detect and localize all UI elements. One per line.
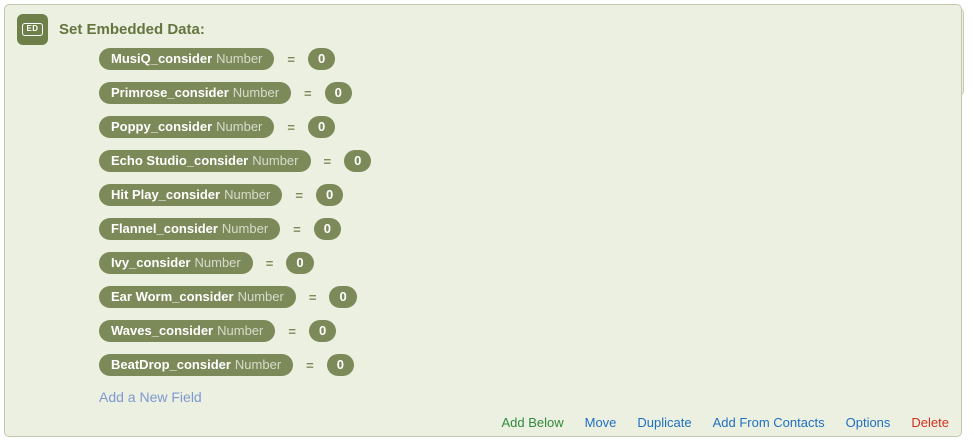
field-name-pill[interactable]: Flannel_consider Number <box>99 218 281 240</box>
embedded-data-field-row: Primrose_consider Number = 0 <box>99 82 352 104</box>
embedded-data-field-row: Ear Worm_consider Number = 0 <box>99 286 357 308</box>
field-value-pill[interactable]: 0 <box>344 150 372 172</box>
embedded-data-field-row: Hit Play_consider Number = 0 <box>99 184 344 206</box>
equals-sign: = <box>288 323 296 339</box>
field-value-pill[interactable]: 0 <box>286 252 314 274</box>
field-name: BeatDrop_consider <box>111 357 231 372</box>
field-value-pill[interactable]: 0 <box>315 184 344 206</box>
flow-element-actions: Add Below Move Duplicate Add From Contac… <box>501 415 949 430</box>
field-type: Number <box>237 289 284 304</box>
delete-link[interactable]: Delete <box>911 415 949 430</box>
field-type: Number <box>234 357 282 372</box>
field-name-pill[interactable]: Waves_consider Number <box>99 320 276 342</box>
field-value-pill[interactable]: 0 <box>329 286 357 308</box>
embedded-data-field-row: Echo Studio_consider Number = 0 <box>99 150 372 172</box>
panel-header: ED Set Embedded Data: <box>5 5 961 45</box>
field-value-pill[interactable]: 0 <box>324 82 352 104</box>
survey-flow-element: ED Set Embedded Data: MusiQ_consider Numb… <box>4 4 970 440</box>
field-type: Number <box>216 51 263 66</box>
equals-sign: = <box>308 289 317 305</box>
field-type: Number <box>216 119 263 134</box>
equals-sign: = <box>265 255 274 271</box>
equals-sign: = <box>295 187 303 203</box>
add-below-link[interactable]: Add Below <box>501 415 564 430</box>
field-name: Primrose_consider <box>111 85 229 100</box>
field-value-pill[interactable]: 0 <box>308 320 337 342</box>
equals-sign: = <box>287 119 295 135</box>
add-new-field-link[interactable]: Add a New Field <box>99 389 202 405</box>
field-name-pill[interactable]: BeatDrop_consider Number <box>99 354 294 376</box>
field-type: Number <box>221 221 269 236</box>
field-type: Number <box>252 153 299 168</box>
equals-sign: = <box>306 357 314 373</box>
field-name: Flannel_consider <box>111 221 218 236</box>
embedded-data-field-row: BeatDrop_consider Number = 0 <box>99 354 354 376</box>
duplicate-link[interactable]: Duplicate <box>637 415 692 430</box>
field-name: Ivy_consider <box>111 255 191 270</box>
equals-sign: = <box>323 153 332 169</box>
embedded-data-field-row: Poppy_consider Number = 0 <box>99 116 336 138</box>
embedded-data-icon: ED <box>17 14 48 45</box>
embedded-data-field-row: Flannel_consider Number = 0 <box>99 218 341 240</box>
field-name: MusiQ_consider <box>111 51 213 66</box>
field-name-pill[interactable]: Primrose_consider Number <box>99 82 292 104</box>
field-name: Poppy_consider <box>111 119 213 134</box>
field-value-pill[interactable]: 0 <box>326 354 354 376</box>
field-value-pill[interactable]: 0 <box>313 218 341 240</box>
field-value-pill[interactable]: 0 <box>307 116 336 138</box>
field-name-pill[interactable]: Ivy_consider Number <box>99 252 253 274</box>
embedded-data-icon-label: ED <box>22 23 43 36</box>
embedded-data-field-list: MusiQ_consider Number = 0 Primrose_consid… <box>99 48 961 376</box>
field-name-pill[interactable]: Echo Studio_consider Number <box>99 150 311 172</box>
embedded-data-field-row: MusiQ_consider Number = 0 <box>99 48 336 70</box>
field-type: Number <box>232 85 280 100</box>
options-link[interactable]: Options <box>845 415 891 430</box>
field-name-pill[interactable]: Hit Play_consider Number <box>99 184 283 206</box>
field-name-pill[interactable]: MusiQ_consider Number <box>99 48 275 70</box>
embedded-data-field-row: Ivy_consider Number = 0 <box>99 252 314 274</box>
embedded-data-field-row: Waves_consider Number = 0 <box>99 320 337 342</box>
field-name-pill[interactable]: Ear Worm_consider Number <box>99 286 296 308</box>
equals-sign: = <box>293 221 301 237</box>
field-name: Echo Studio_consider <box>111 153 249 168</box>
field-value-pill[interactable]: 0 <box>307 48 336 70</box>
field-name: Ear Worm_consider <box>111 289 234 304</box>
field-type: Number <box>224 187 271 202</box>
equals-sign: = <box>304 85 312 101</box>
equals-sign: = <box>287 51 295 67</box>
field-name: Hit Play_consider <box>111 187 221 202</box>
set-embedded-data-panel[interactable]: ED Set Embedded Data: MusiQ_consider Numb… <box>4 4 962 437</box>
field-type: Number <box>217 323 264 338</box>
panel-title: Set Embedded Data: <box>59 21 205 38</box>
move-link[interactable]: Move <box>584 415 617 430</box>
field-name-pill[interactable]: Poppy_consider Number <box>99 116 275 138</box>
field-type: Number <box>194 255 241 270</box>
add-from-contacts-link[interactable]: Add From Contacts <box>712 415 825 430</box>
field-name: Waves_consider <box>111 323 214 338</box>
